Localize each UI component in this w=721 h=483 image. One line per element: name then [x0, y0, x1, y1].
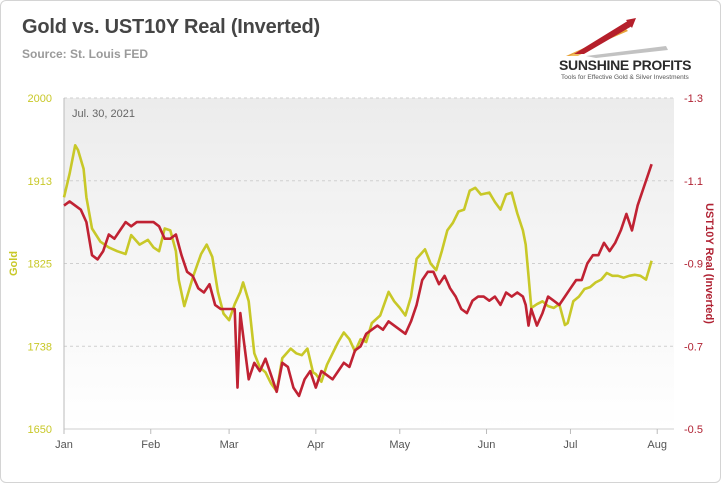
right-tick-label: -1.3 [684, 93, 703, 105]
right-tick-label: -0.9 [684, 259, 703, 271]
chart-source: Source: St. Louis FED [22, 47, 149, 61]
right-tick-label: -1.1 [684, 176, 703, 188]
logo-name: SUNSHINE PROFITS [559, 57, 692, 73]
x-tick-label: Apr [307, 439, 324, 451]
logo-swoosh-icon [566, 18, 668, 58]
sunshine-profits-logo: SUNSHINE PROFITS Tools for Effective Gol… [556, 14, 706, 84]
x-tick-label: Jun [478, 439, 496, 451]
left-tick-label: 1825 [28, 259, 52, 271]
x-tick-label: Feb [141, 439, 160, 451]
gridlines [63, 97, 674, 430]
x-axis-ticks: Jan Feb Mar Apr May Jun Jul Aug [55, 429, 667, 451]
chart-title: Gold vs. UST10Y Real (Inverted) [22, 16, 320, 38]
left-tick-label: 1738 [28, 341, 52, 353]
right-tick-label: -0.5 [684, 424, 703, 436]
x-tick-label: Aug [647, 439, 667, 451]
logo-tagline: Tools for Effective Gold & Silver Invest… [561, 74, 689, 81]
right-axis-label: UST10Y Real (Inverted) [703, 203, 715, 324]
x-tick-label: Mar [220, 439, 239, 451]
plot-area [64, 98, 674, 429]
date-annotation: Jul. 30, 2021 [72, 108, 135, 120]
right-tick-label: -0.7 [684, 341, 703, 353]
x-tick-label: May [389, 439, 410, 451]
left-tick-label: 2000 [28, 93, 52, 105]
series-line-ust10y [63, 163, 653, 398]
x-tick-label: Jul [563, 439, 577, 451]
x-tick-label: Jan [55, 439, 73, 451]
left-tick-label: 1913 [28, 176, 52, 188]
left-tick-label: 1650 [28, 424, 52, 436]
right-axis-ticks: -1.3 -1.1 -0.9 -0.7 -0.5 [684, 93, 703, 436]
left-axis-label: Gold [8, 251, 20, 276]
left-axis-ticks: 2000 1913 1825 1738 1650 [28, 93, 52, 436]
